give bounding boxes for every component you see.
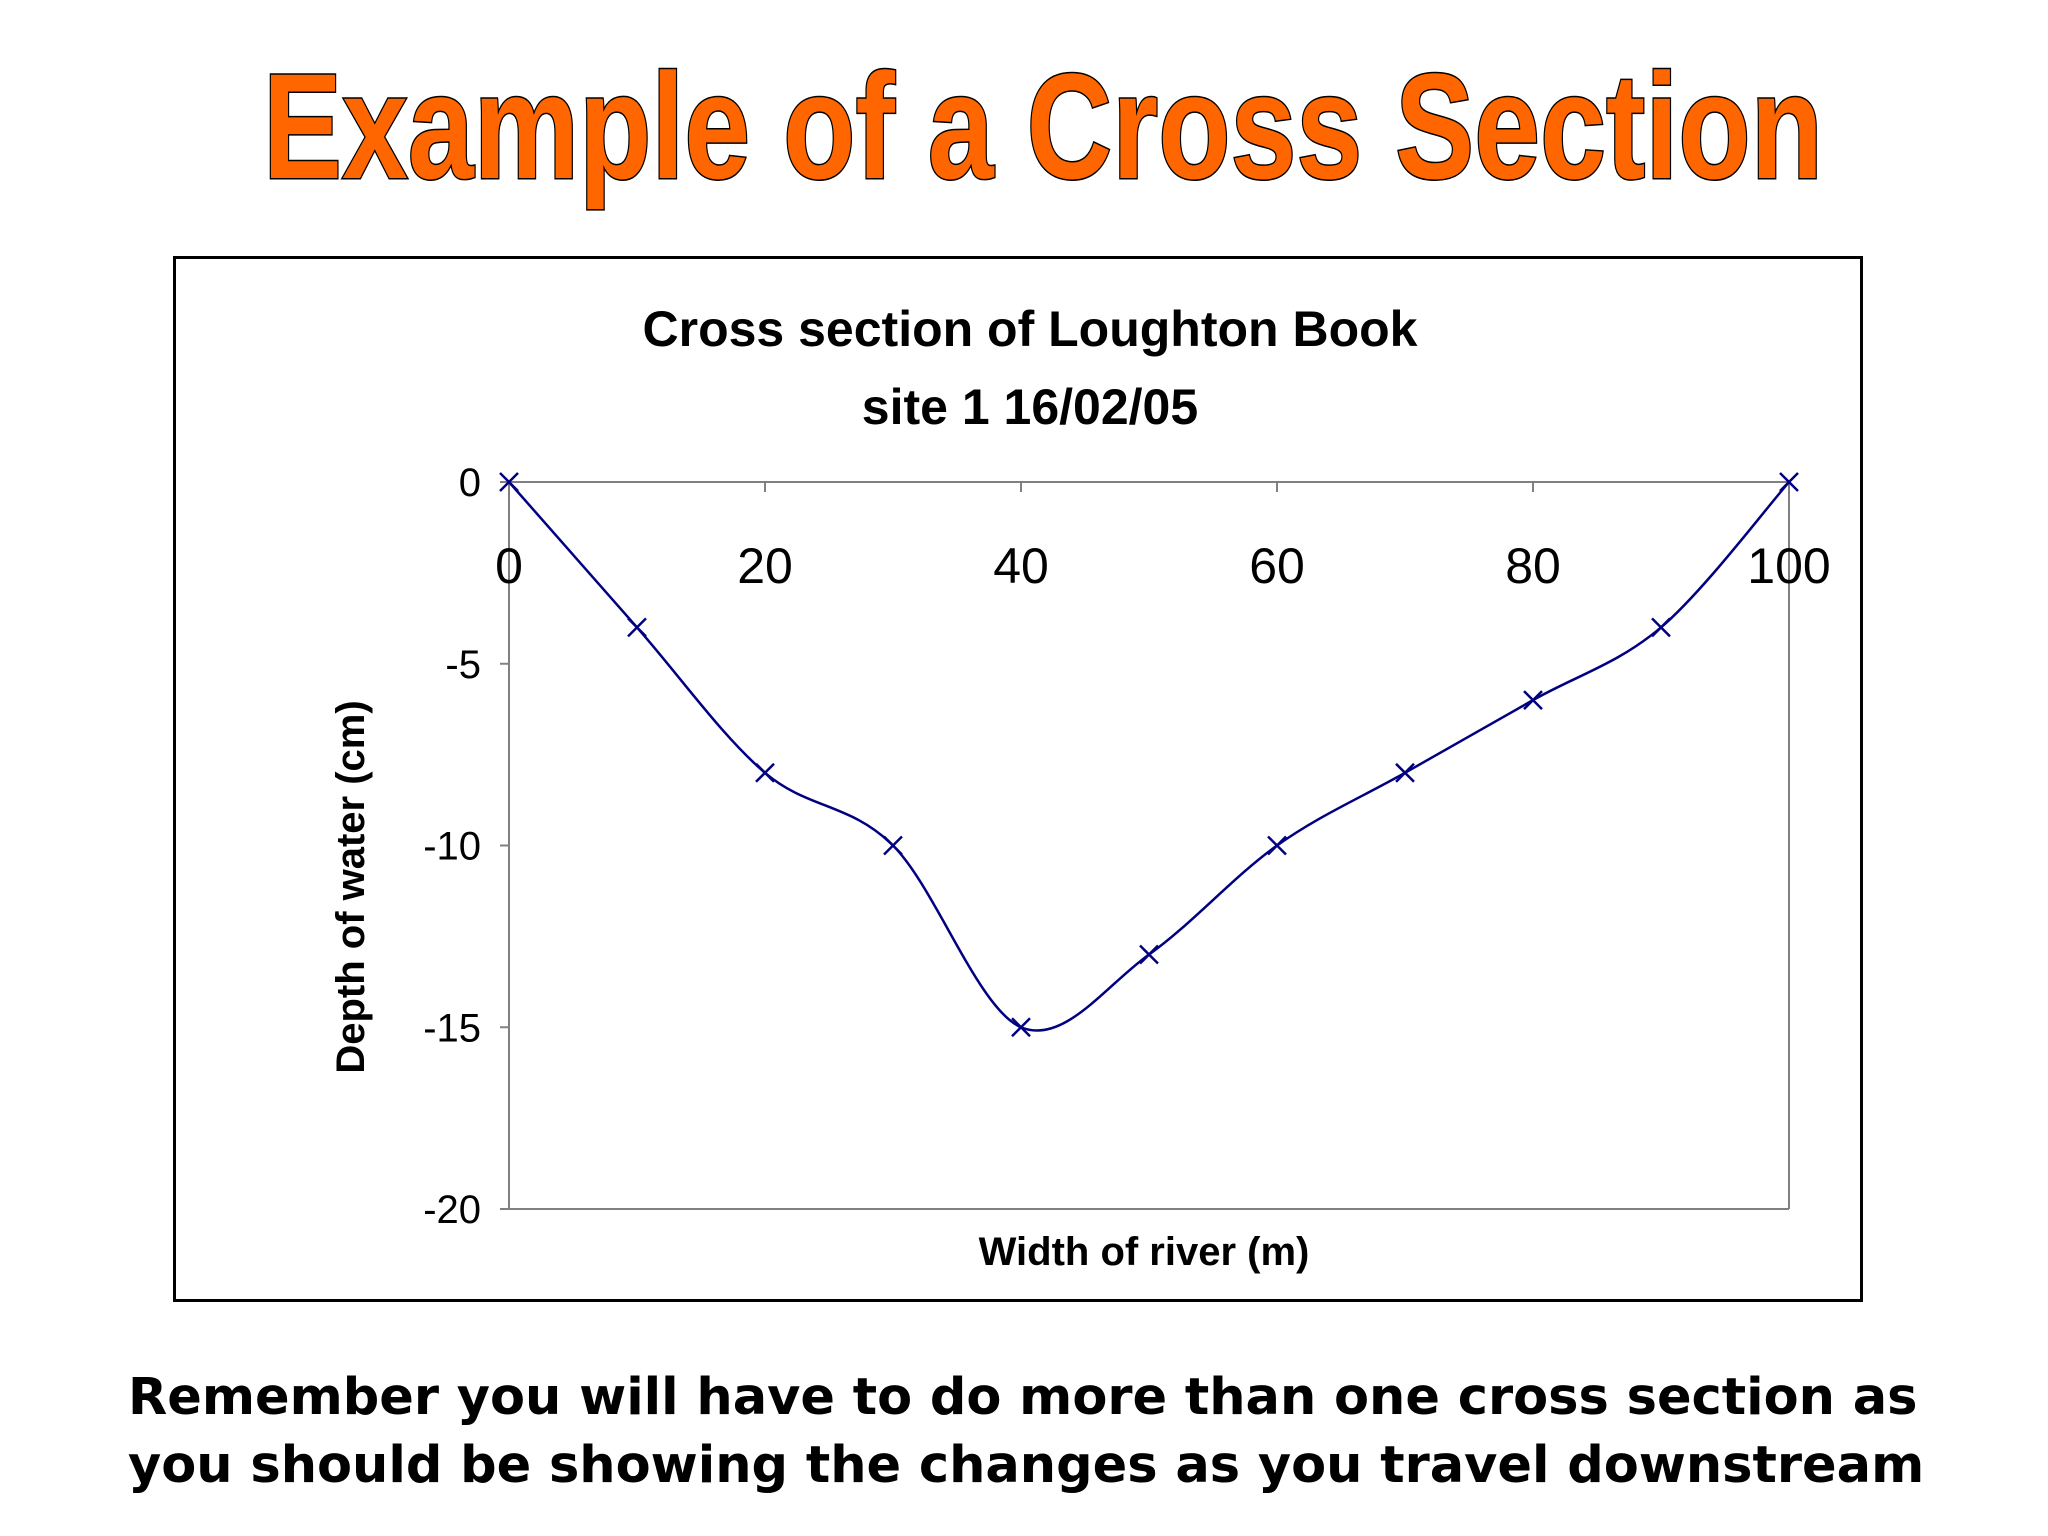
x-tick-label: 20 [737,538,793,594]
x-tick-label: 80 [1505,538,1561,594]
x-tick-label: 60 [1249,538,1305,594]
chart-title-line-1: Cross section of Loughton Book [643,301,1418,357]
data-point-marker [499,472,519,492]
data-point-marker [1139,944,1159,965]
data-point-marker [1267,835,1287,856]
x-axis: 0 20 40 60 80 100 [495,481,1831,594]
slide-title: Example of a Cross Section [262,41,1825,212]
data-point-marker [1779,472,1799,492]
x-tick-label: 0 [495,538,523,594]
y-axis-label: Depth of water (cm) [329,700,373,1073]
y-tick-label: -5 [445,643,481,687]
y-tick-label: -10 [423,825,481,869]
x-tick-label: 100 [1747,538,1830,594]
cross-section-chart: Cross section of Loughton Book site 1 16… [329,301,1831,1274]
data-point-marker [1651,617,1671,638]
x-tick-label: 40 [993,538,1049,594]
y-tick-label: -15 [423,1006,481,1050]
y-tick-label: -20 [423,1188,481,1232]
data-point-marker [1395,762,1415,783]
x-axis-label: Width of river (m) [979,1230,1310,1274]
chart-frame: Cross section of Loughton Book site 1 16… [173,256,1863,1302]
footer-note-line-1: Remember you will have to do more than o… [128,1368,1918,1427]
footer-note-line-2: you should be showing the changes as you… [128,1436,1925,1495]
data-point-marker [627,617,647,638]
series-line [508,481,1790,1032]
data-point-marker [755,762,775,783]
series-group [499,472,1799,1038]
data-point-marker [883,835,903,856]
data-point-marker [1523,690,1543,710]
slide-title-text: Example of a Cross Section [263,42,1823,210]
chart-title-line-2: site 1 16/02/05 [862,379,1198,435]
y-tick-label: 0 [459,461,481,505]
y-axis: 0 -5 -10 -15 -20 [423,461,1790,1232]
data-point-marker [1011,1017,1031,1038]
